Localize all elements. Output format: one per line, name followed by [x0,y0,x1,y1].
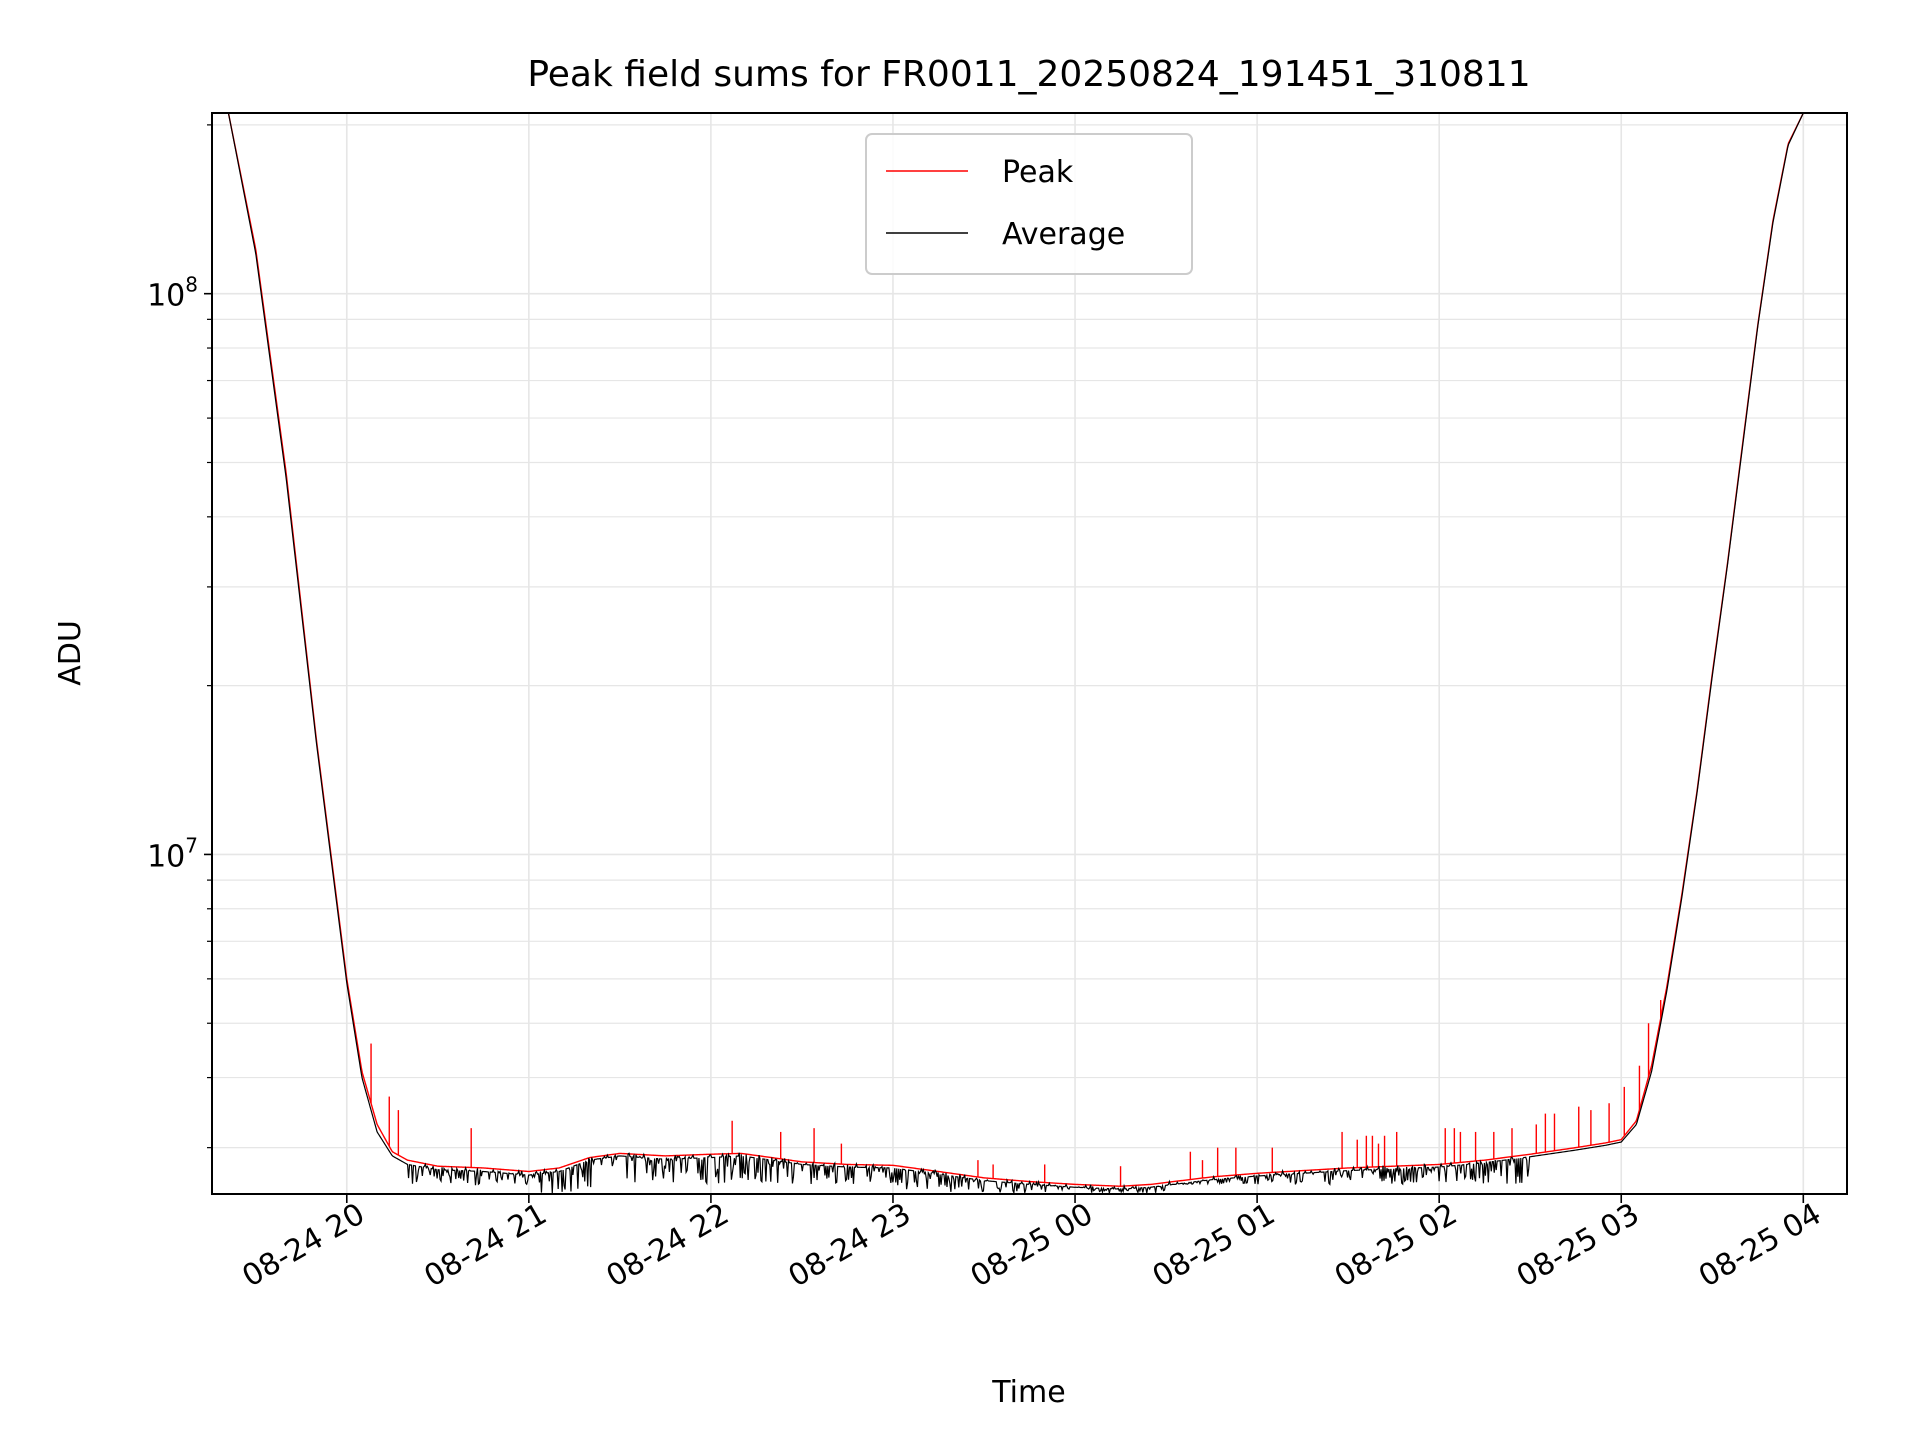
y-tick-label: 108 [147,273,198,314]
legend-peak-label: Peak [1002,155,1074,190]
y-axis: 107 108 [147,124,212,1149]
legend-average-label: Average [1002,217,1125,252]
peak-series-line [227,113,1804,1187]
plot-area [227,113,1804,1194]
legend-box [865,133,1193,275]
x-axis-label: Time [991,1375,1065,1410]
y-tick-label: 107 [147,833,198,874]
y-axis-label: ADU [53,620,88,686]
chart-title: Peak field sums for FR0011_20250824_1914… [527,54,1530,95]
grid [212,113,1847,1194]
axes-frame [211,112,1848,1195]
legend: Peak Average [865,133,1193,275]
average-series-line [227,113,1804,1194]
